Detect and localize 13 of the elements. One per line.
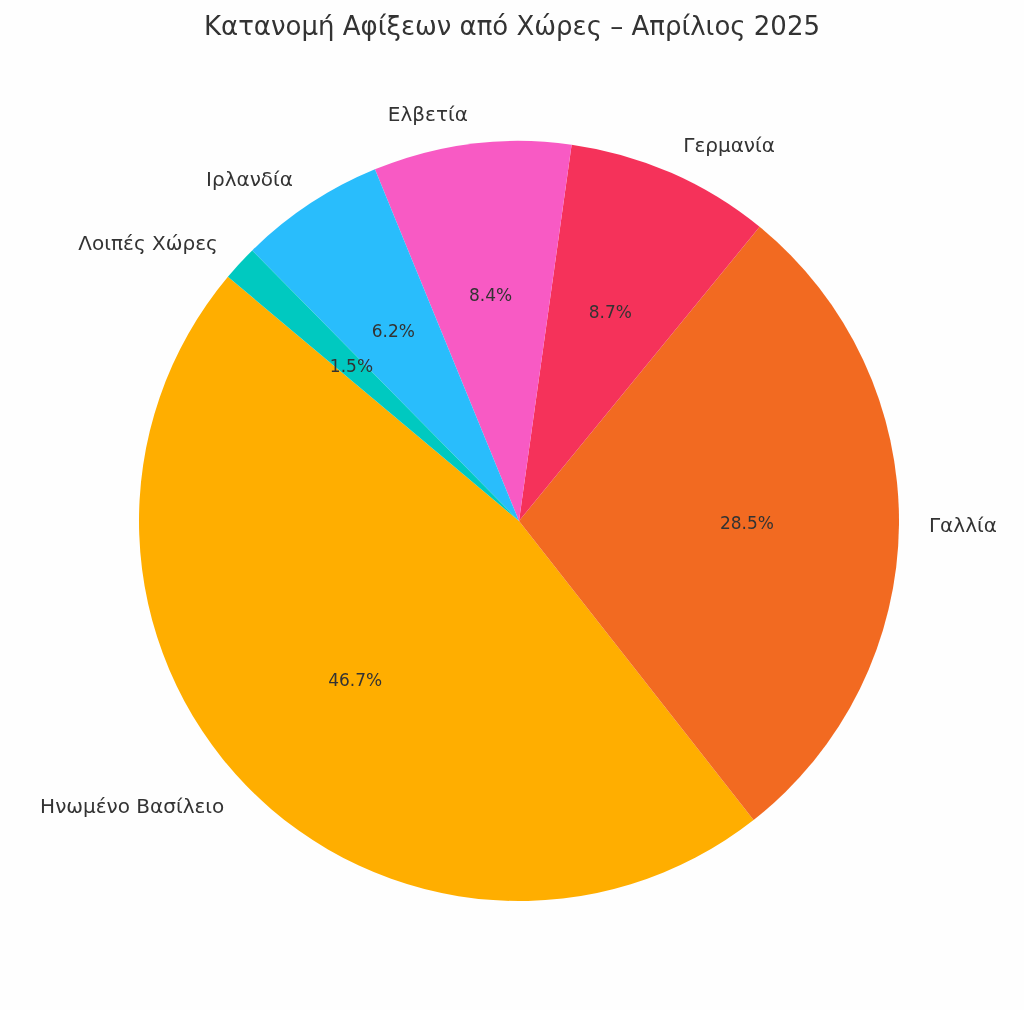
slice-label: Λοιπές Χώρες xyxy=(78,230,218,255)
slice-label: Γαλλία xyxy=(928,513,997,538)
slice-label: Γερμανία xyxy=(683,133,775,158)
data-label: 8.7% xyxy=(588,302,632,323)
slice-label: Ηνωμένο Βασίλειο xyxy=(40,794,225,819)
data-label: 46.7% xyxy=(328,669,383,690)
data-label: 6.2% xyxy=(371,320,415,341)
data-label: 1.5% xyxy=(329,356,374,377)
slice-label: Ελβετία xyxy=(387,102,468,127)
data-label: 8.4% xyxy=(468,284,513,305)
chart-title: Κατανομή Αφίξεων από Χώρες – Απρίλιος 2025 xyxy=(204,11,820,41)
slice-label: Ιρλανδία xyxy=(206,166,294,191)
data-label: 28.5% xyxy=(719,513,774,534)
